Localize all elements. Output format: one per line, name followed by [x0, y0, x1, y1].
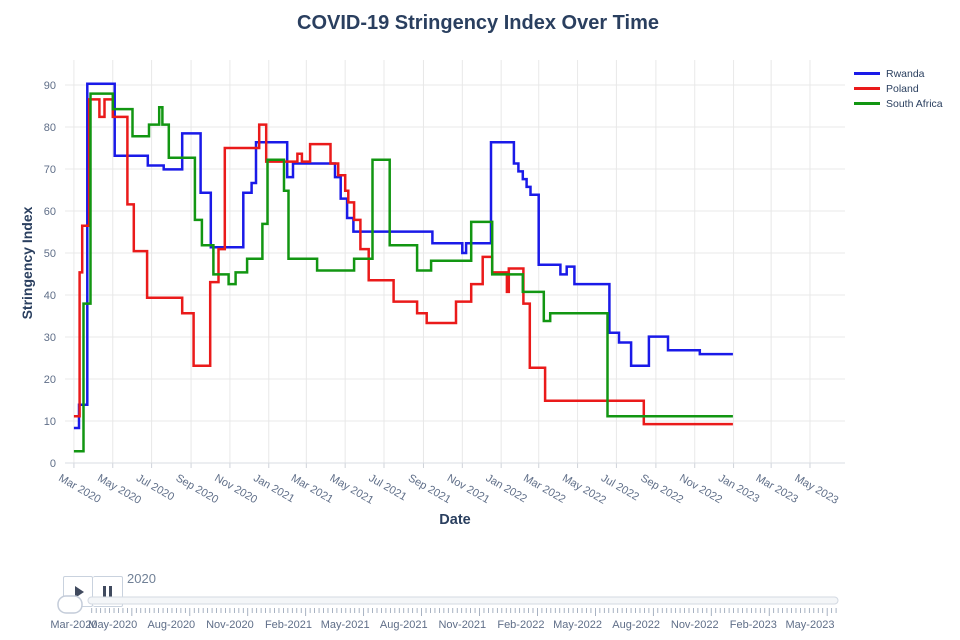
x-tick-label: Mar 2022 [521, 472, 567, 506]
y-tick-label: 60 [44, 206, 56, 218]
y-tick-label: 20 [44, 374, 56, 386]
x-tick-label: May 2022 [560, 472, 608, 507]
series-line-south-africa [73, 92, 733, 453]
y-tick-label: 70 [44, 164, 56, 176]
series-line-rwanda [73, 82, 733, 430]
x-tick-label: Mar 2021 [289, 472, 335, 506]
play-icon [74, 585, 84, 598]
legend-item-south-africa[interactable]: South Africa [854, 96, 943, 111]
slider-tick-label: Aug-2022 [612, 619, 660, 631]
legend-line-swatch [854, 87, 880, 90]
y-tick-label: 10 [44, 416, 56, 428]
x-tick-label: Nov 2022 [677, 472, 724, 506]
legend-label: Poland [886, 82, 919, 95]
slider-tick-label: Feb-2021 [265, 619, 312, 631]
chart-title: COVID-19 Stringency Index Over Time [297, 12, 659, 34]
x-tick-label: Sep 2021 [406, 472, 453, 506]
slider-tick-label: May-2023 [786, 619, 835, 631]
x-tick-label: Mar 2023 [754, 472, 800, 506]
slider-current-value: 2020 [127, 571, 156, 586]
slider-step-ticks [91, 608, 837, 616]
legend: Rwanda Poland South Africa [854, 66, 943, 111]
legend-item-poland[interactable]: Poland [854, 81, 943, 96]
legend-item-rwanda[interactable]: Rwanda [854, 66, 943, 81]
slider-tick-label: May-2022 [553, 619, 602, 631]
x-axis-title: Date [439, 512, 471, 528]
y-tick-label: 30 [44, 332, 56, 344]
x-tick-label: May 2020 [95, 472, 143, 507]
slider-tick-label: Nov-2021 [438, 619, 486, 631]
legend-label: Rwanda [886, 67, 925, 80]
y-tick-label: 40 [44, 290, 56, 302]
slider-rail[interactable] [87, 596, 839, 605]
slider-tick-label: Aug-2020 [147, 619, 195, 631]
y-tick-label: 90 [44, 80, 56, 92]
y-tick-label: 0 [50, 458, 56, 470]
legend-line-swatch [854, 72, 880, 75]
gridlines [65, 60, 845, 468]
pause-icon [103, 586, 112, 597]
series-line-poland [73, 98, 733, 426]
slider-tick-label: May-2020 [88, 619, 137, 631]
x-tick-label: May 2021 [328, 472, 376, 507]
legend-line-swatch [854, 102, 880, 105]
slider-tick-label: Nov-2020 [206, 619, 254, 631]
slider-tick-label: May-2021 [321, 619, 370, 631]
x-tick-label: Nov 2020 [212, 472, 259, 506]
slider-tick-label: Feb-2022 [497, 619, 544, 631]
x-tick-label: Jan 2023 [716, 472, 761, 505]
slider-tick-label: Nov-2022 [671, 619, 719, 631]
slider-tick-label: Feb-2023 [730, 619, 777, 631]
y-tick-label: 80 [44, 122, 56, 134]
x-tick-label: Jan 2022 [484, 472, 529, 505]
x-tick-label: May 2023 [792, 472, 840, 507]
y-tick-label: 50 [44, 248, 56, 260]
x-tick-label: Sep 2022 [638, 472, 685, 506]
slider-tick-label: Aug-2021 [380, 619, 428, 631]
legend-label: South Africa [886, 97, 943, 110]
slider-tick-label: Mar-2020 [50, 619, 97, 631]
x-tick-label: Nov 2021 [445, 472, 492, 506]
x-tick-label: Jan 2021 [251, 472, 296, 505]
slider-grip[interactable] [57, 595, 83, 614]
x-tick-label: Sep 2020 [174, 472, 221, 506]
x-tick-label: Mar 2020 [56, 472, 102, 506]
